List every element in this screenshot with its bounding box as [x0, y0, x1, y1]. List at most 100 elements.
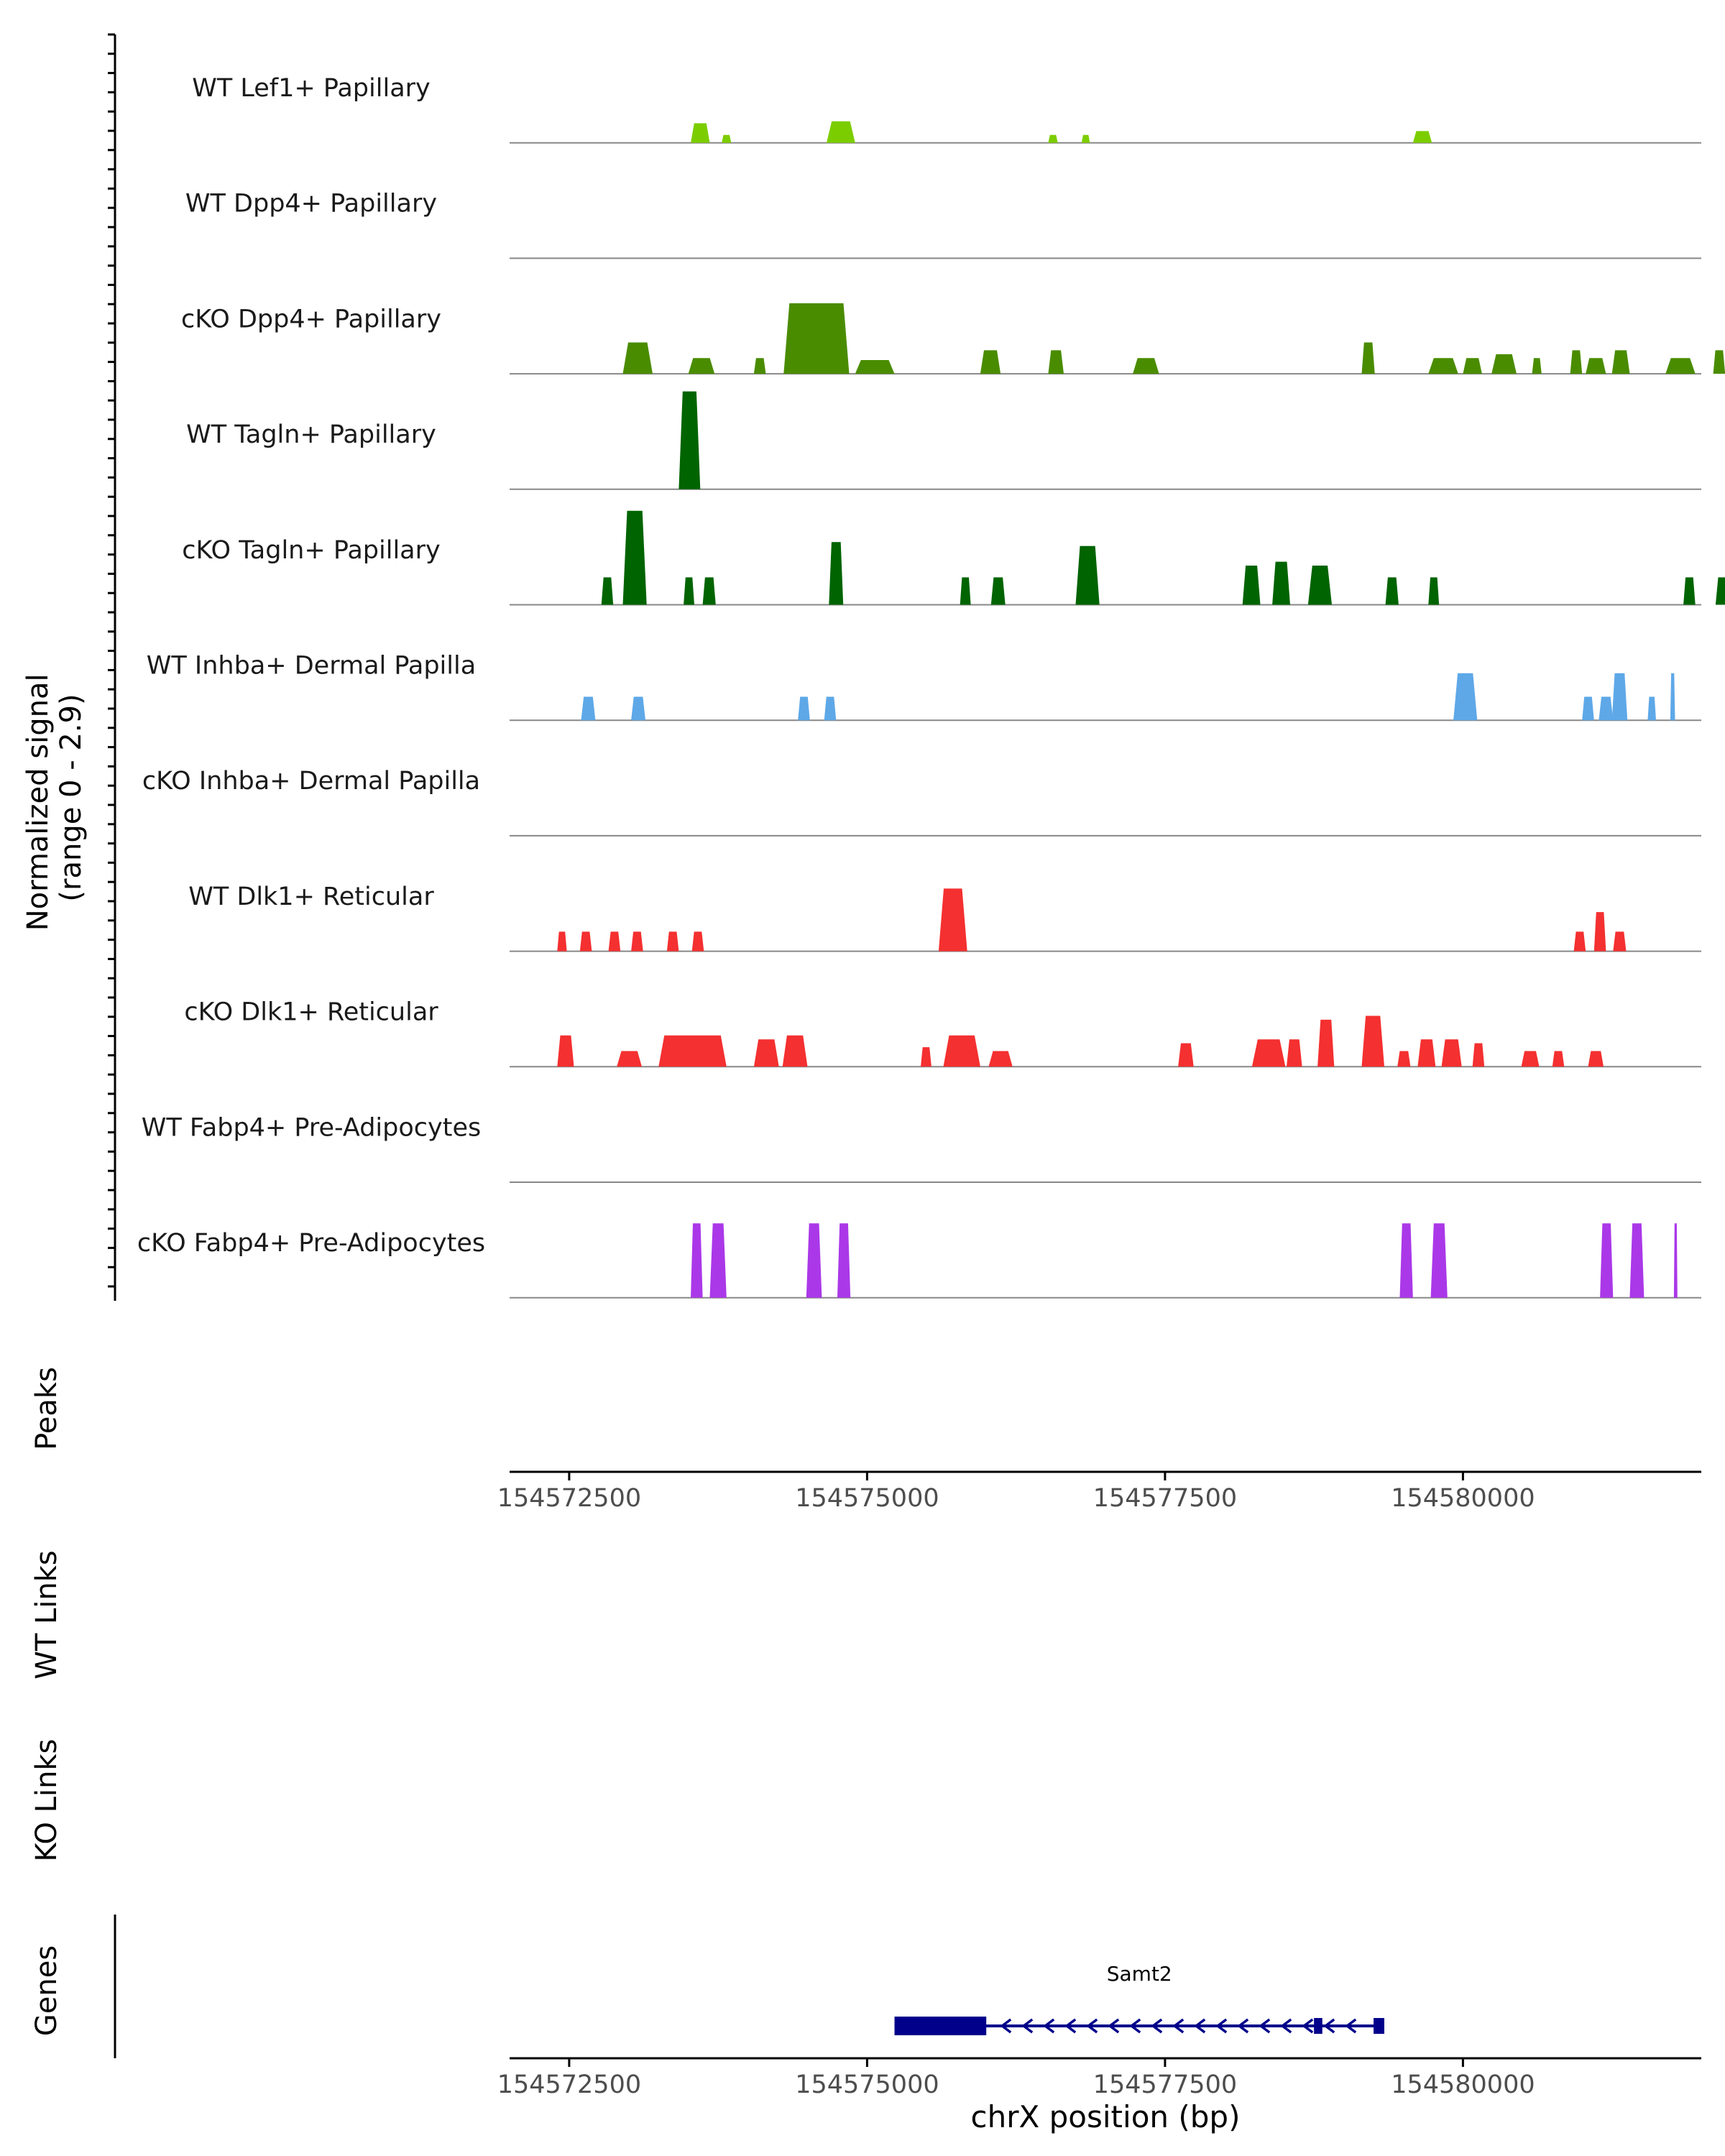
- peaks-label: Peaks: [30, 1367, 63, 1450]
- coverage-peak: [1593, 912, 1606, 952]
- track-label: WT Dpp4+ Papillary: [185, 190, 437, 218]
- coverage-peak: [938, 888, 967, 952]
- track-label: cKO Inhba+ Dermal Papilla: [142, 767, 480, 796]
- coverage-peak: [722, 134, 732, 143]
- coverage-peak: [1552, 1051, 1565, 1067]
- coverage-peak: [988, 1051, 1013, 1067]
- coverage-peak: [1588, 1051, 1604, 1067]
- coverage-y-axis-label: Normalized signal (range 0 - 2.9): [22, 665, 88, 931]
- coverage-peak: [1307, 566, 1332, 605]
- x-tick-label: 154575000: [795, 1484, 939, 1513]
- coverage-peak: [1715, 577, 1725, 605]
- y-axis-label-line2: (range 0 - 2.9): [55, 694, 88, 901]
- coverage-peak: [1242, 566, 1261, 605]
- track-10: cKO Fabp4+ Pre-Adipocytes: [137, 1223, 1701, 1299]
- wt-links-label: WT Links: [30, 1550, 63, 1679]
- coverage-peak: [1611, 673, 1628, 721]
- track-8: cKO Dlk1+ Reticular: [184, 998, 1701, 1068]
- coverage-peak: [1081, 134, 1090, 143]
- track-label: WT Tagln+ Papillary: [186, 420, 436, 449]
- track-label: cKO Tagln+ Papillary: [182, 536, 441, 565]
- track-1: WT Dpp4+ Papillary: [185, 190, 1701, 259]
- x-tick-label: 154577500: [1093, 2070, 1237, 2099]
- coverage-peak: [684, 577, 694, 605]
- coverage-peak: [921, 1047, 932, 1067]
- track-0: WT Lef1+ Papillary: [192, 74, 1701, 144]
- coverage-peak: [557, 1035, 574, 1067]
- coverage-peak: [1048, 350, 1064, 374]
- x-tick-label: 154577500: [1093, 1484, 1237, 1513]
- gene-track: Samt2: [894, 1962, 1384, 2035]
- coverage-peak: [1647, 696, 1656, 721]
- coverage-peak: [1613, 931, 1627, 952]
- coverage-peak: [579, 931, 592, 952]
- coverage-peak: [782, 1035, 808, 1067]
- strand-arrow: [1151, 2018, 1163, 2034]
- coverage-peak: [783, 303, 850, 374]
- strand-arrow: [1064, 2018, 1077, 2034]
- coverage-peak: [622, 342, 653, 374]
- coverage-peak: [990, 577, 1006, 605]
- track-3: WT Tagln+ Papillary: [186, 391, 1701, 490]
- strand-arrow: [1108, 2018, 1120, 2034]
- coverage-peak: [1573, 931, 1586, 952]
- coverage-peak: [691, 123, 710, 143]
- y-axis-label-line1: Normalized signal: [22, 673, 55, 931]
- coverage-peak: [824, 696, 837, 721]
- coverage-peak: [1133, 358, 1159, 374]
- coverage-peak: [1251, 1039, 1286, 1067]
- coverage-peak: [1472, 1043, 1485, 1067]
- coverage-peak: [1361, 1015, 1384, 1067]
- coverage-peak: [1532, 358, 1542, 374]
- coverage-peak: [943, 1035, 980, 1067]
- coverage-peak: [702, 577, 716, 605]
- strand-arrow: [1021, 2018, 1034, 2034]
- track-label: WT Dlk1+ Reticular: [188, 883, 434, 911]
- coverage-peak: [1399, 1223, 1413, 1298]
- coverage-peak: [691, 1223, 703, 1298]
- strand-arrow: [1323, 2018, 1335, 2034]
- x-axis-title: chrX position (bp): [971, 2099, 1241, 2134]
- coverage-peak: [1570, 350, 1583, 374]
- coverage-peak: [753, 1039, 779, 1067]
- coverage-peak: [798, 696, 810, 721]
- coverage-tracks: WT Lef1+ Papillary WT Dpp4+ Papillary cKO …: [137, 74, 1725, 1299]
- track-4: cKO Tagln+ Papillary: [182, 510, 1725, 606]
- coverage-peak: [1412, 131, 1432, 143]
- coverage-peak: [1463, 358, 1482, 374]
- coverage-peak: [806, 1223, 822, 1298]
- gene-name-label: Samt2: [1107, 1962, 1172, 1986]
- coverage-peak: [1491, 354, 1517, 374]
- coverage-peak: [855, 360, 895, 374]
- coverage-peak: [1629, 1223, 1644, 1298]
- coverage-peak: [688, 358, 715, 374]
- coverage-peak: [1586, 358, 1606, 374]
- coverage-peak: [617, 1051, 642, 1067]
- genes-label: Genes: [30, 1945, 63, 2036]
- strand-arrow: [1000, 2018, 1012, 2034]
- coverage-peak: [1453, 673, 1478, 721]
- coverage-peak: [1317, 1019, 1335, 1067]
- gene-exon: [894, 2017, 987, 2035]
- coverage-peak: [1048, 134, 1058, 143]
- coverage-peak: [1397, 1051, 1411, 1067]
- coverage-peak: [1441, 1039, 1462, 1067]
- coverage-peak: [1287, 1039, 1302, 1067]
- coverage-peak: [1428, 358, 1458, 374]
- coverage-peak: [1611, 350, 1630, 374]
- coverage-peak: [1075, 545, 1100, 605]
- track-label: WT Fabp4+ Pre-Adipocytes: [142, 1113, 481, 1142]
- coverage-peak: [960, 577, 971, 605]
- coverage-peak: [1178, 1043, 1194, 1067]
- x-tick-label: 154575000: [795, 2070, 939, 2099]
- strand-arrow: [1280, 2018, 1292, 2034]
- track-label: cKO Dpp4+ Papillary: [181, 305, 441, 333]
- track-label: WT Lef1+ Papillary: [192, 74, 431, 103]
- strand-arrow: [1172, 2018, 1184, 2034]
- coverage-peak: [827, 121, 855, 143]
- strand-arrow: [1259, 2018, 1271, 2034]
- genes-x-axis: 154572500 154575000 154577500 154580000: [497, 2058, 1535, 2099]
- track-label: cKO Fabp4+ Pre-Adipocytes: [137, 1229, 485, 1258]
- coverage-peak: [1600, 1223, 1614, 1298]
